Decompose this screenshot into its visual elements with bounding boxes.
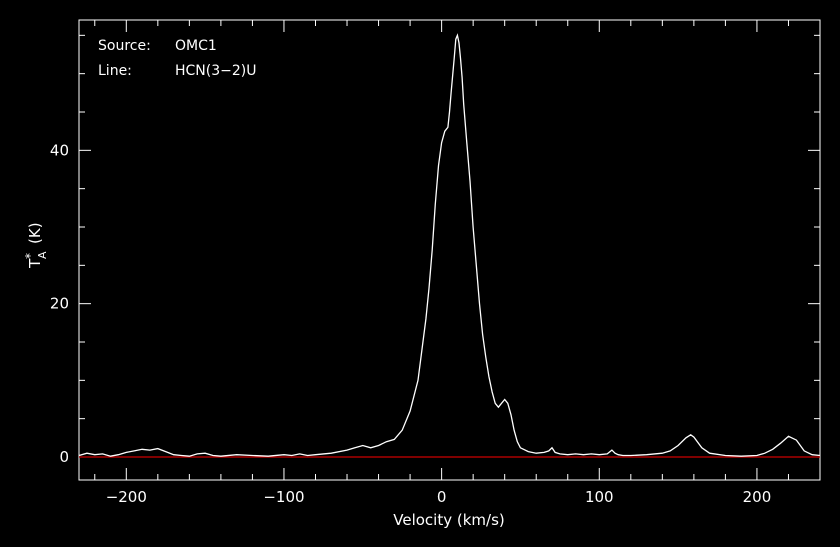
line-label: Line: xyxy=(98,63,132,79)
source-label: Source: xyxy=(98,38,151,54)
x-axis-ticks: −200 −100 0 100 200 xyxy=(94,20,821,506)
x-tick-label: 100 xyxy=(585,488,614,506)
y-tick-label: 40 xyxy=(50,141,69,159)
y-axis-ticks: 0 20 40 xyxy=(50,34,820,466)
line-value: HCN(3−2)U xyxy=(175,63,257,79)
x-tick-label: −200 xyxy=(106,488,147,506)
y-axis-label: T * A (K) xyxy=(23,222,49,269)
x-tick-label: 0 xyxy=(437,488,447,506)
y-tick-label: 0 xyxy=(59,448,69,466)
source-value: OMC1 xyxy=(175,38,217,54)
spectrum-line xyxy=(78,33,821,457)
y-axis-label-main: T xyxy=(26,258,44,269)
x-tick-label: −100 xyxy=(263,488,304,506)
y-tick-label: 20 xyxy=(50,295,69,313)
x-axis-label: Velocity (km/s) xyxy=(393,511,504,529)
y-axis-label-superscript: * xyxy=(23,253,37,259)
plot-frame xyxy=(78,19,821,481)
x-tick-label: 200 xyxy=(743,488,772,506)
y-axis-label-subscript: A xyxy=(36,251,49,259)
y-axis-label-unit: (K) xyxy=(26,222,44,244)
